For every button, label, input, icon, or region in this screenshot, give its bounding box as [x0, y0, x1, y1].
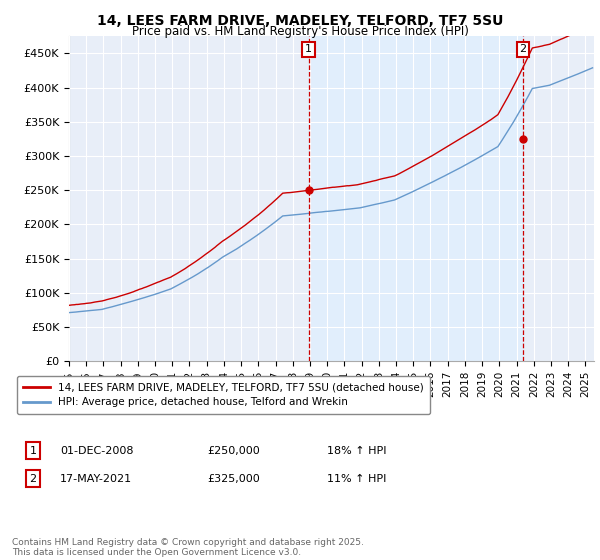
Bar — [308, 36, 523, 361]
Text: £325,000: £325,000 — [207, 474, 260, 484]
Text: 01-DEC-2008: 01-DEC-2008 — [60, 446, 133, 456]
Text: £250,000: £250,000 — [207, 446, 260, 456]
Text: 1: 1 — [29, 446, 37, 456]
Legend: 14, LEES FARM DRIVE, MADELEY, TELFORD, TF7 5SU (detached house), HPI: Average pr: 14, LEES FARM DRIVE, MADELEY, TELFORD, T… — [17, 376, 430, 414]
Text: Price paid vs. HM Land Registry's House Price Index (HPI): Price paid vs. HM Land Registry's House … — [131, 25, 469, 38]
Text: 17-MAY-2021: 17-MAY-2021 — [60, 474, 132, 484]
Text: Contains HM Land Registry data © Crown copyright and database right 2025.
This d: Contains HM Land Registry data © Crown c… — [12, 538, 364, 557]
Text: 11% ↑ HPI: 11% ↑ HPI — [327, 474, 386, 484]
Text: 14, LEES FARM DRIVE, MADELEY, TELFORD, TF7 5SU: 14, LEES FARM DRIVE, MADELEY, TELFORD, T… — [97, 14, 503, 28]
Text: 2: 2 — [29, 474, 37, 484]
Text: 18% ↑ HPI: 18% ↑ HPI — [327, 446, 386, 456]
Text: 1: 1 — [305, 44, 312, 54]
Text: 2: 2 — [520, 44, 527, 54]
